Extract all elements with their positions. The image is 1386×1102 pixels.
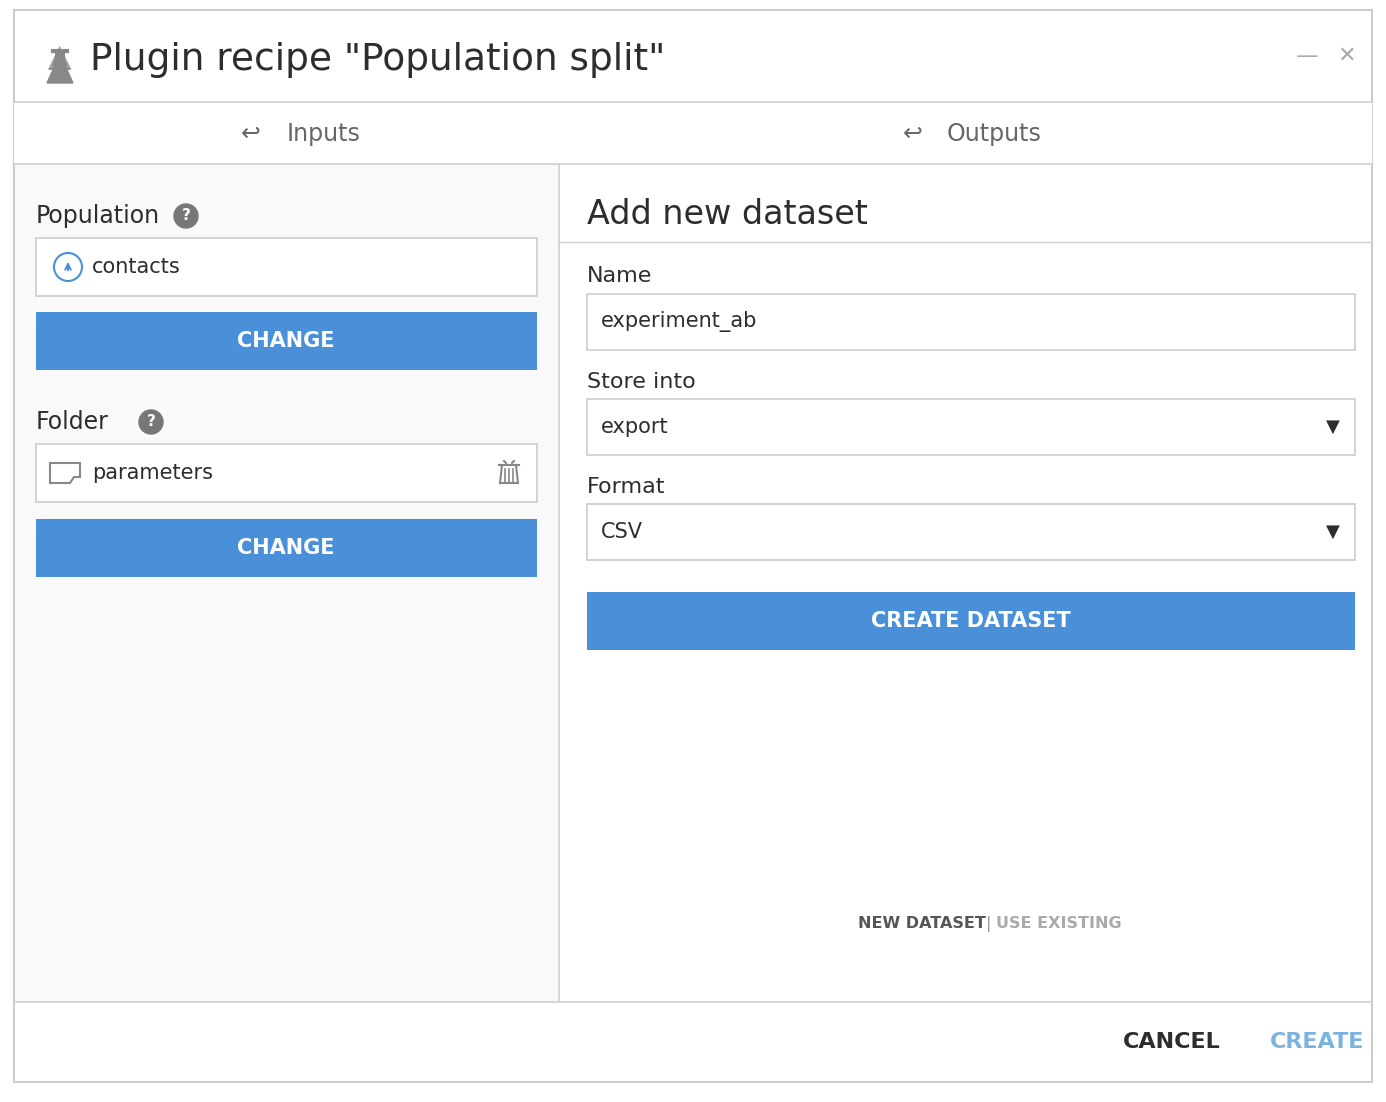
Text: ▼: ▼ <box>1326 418 1340 436</box>
FancyBboxPatch shape <box>588 399 1356 455</box>
Text: contacts: contacts <box>91 257 180 277</box>
FancyBboxPatch shape <box>588 504 1356 560</box>
FancyBboxPatch shape <box>36 238 536 296</box>
Circle shape <box>175 204 198 228</box>
Text: Inputs: Inputs <box>287 122 360 145</box>
Text: experiment_ab: experiment_ab <box>602 312 757 333</box>
FancyBboxPatch shape <box>55 53 64 63</box>
FancyBboxPatch shape <box>14 10 1372 1082</box>
Circle shape <box>139 410 164 434</box>
FancyBboxPatch shape <box>15 164 559 1002</box>
Text: CHANGE: CHANGE <box>237 538 335 558</box>
Text: ?: ? <box>182 208 190 224</box>
FancyBboxPatch shape <box>36 444 536 503</box>
Text: CREATE DATASET: CREATE DATASET <box>872 611 1071 631</box>
FancyBboxPatch shape <box>36 312 536 370</box>
Text: CSV: CSV <box>602 522 643 542</box>
FancyBboxPatch shape <box>36 519 536 577</box>
Text: Format: Format <box>588 477 665 497</box>
Text: Outputs: Outputs <box>947 122 1042 145</box>
FancyBboxPatch shape <box>588 592 1356 650</box>
Text: ↩: ↩ <box>241 122 261 145</box>
Text: CHANGE: CHANGE <box>237 331 335 352</box>
FancyBboxPatch shape <box>14 102 1372 164</box>
Text: ▲: ▲ <box>49 43 72 73</box>
Text: ↩: ↩ <box>904 122 923 145</box>
FancyBboxPatch shape <box>588 294 1356 350</box>
Text: Folder: Folder <box>36 410 109 434</box>
Text: CANCEL: CANCEL <box>1123 1031 1221 1052</box>
Text: ?: ? <box>147 414 155 430</box>
Text: USE EXISTING: USE EXISTING <box>997 917 1121 931</box>
Polygon shape <box>47 63 73 83</box>
Text: CREATE: CREATE <box>1270 1031 1364 1052</box>
Text: —: — <box>1296 46 1318 66</box>
Text: Population: Population <box>36 204 161 228</box>
Text: Name: Name <box>588 266 653 287</box>
Text: ✕: ✕ <box>1337 46 1357 66</box>
Text: Add new dataset: Add new dataset <box>588 197 868 230</box>
Text: Plugin recipe "Population split": Plugin recipe "Population split" <box>90 42 665 78</box>
Text: NEW DATASET: NEW DATASET <box>858 917 985 931</box>
Text: △: △ <box>50 42 71 71</box>
Text: parameters: parameters <box>91 463 213 483</box>
Text: |: | <box>987 916 992 932</box>
Text: export: export <box>602 417 668 437</box>
Text: Store into: Store into <box>588 372 696 392</box>
Text: ▼: ▼ <box>1326 523 1340 541</box>
